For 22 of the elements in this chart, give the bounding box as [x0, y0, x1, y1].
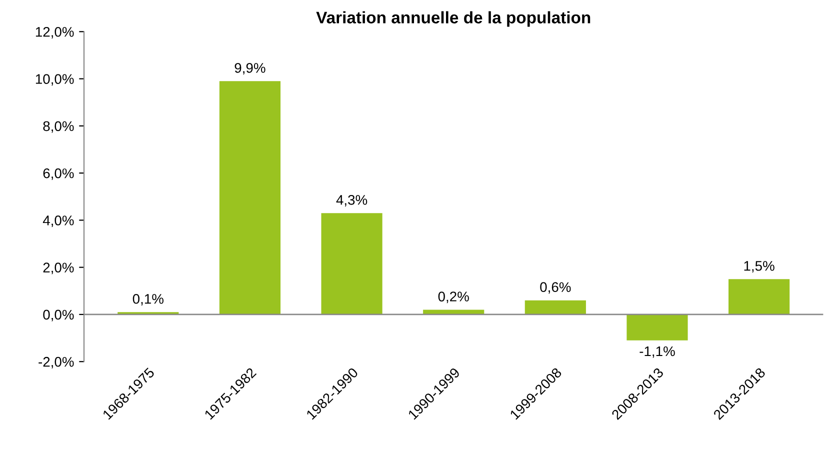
- bar: [626, 314, 688, 340]
- data-label: 0,1%: [132, 294, 164, 306]
- y-tick-label: 2,0%: [43, 262, 74, 274]
- y-tick-label: 4,0%: [42, 216, 74, 227]
- y-tick-label: 6,0%: [43, 168, 74, 180]
- y-tick-label: 10,0%: [36, 74, 74, 86]
- bar: [728, 279, 790, 314]
- data-label: 1,5%: [744, 261, 774, 272]
- chart-title: Variation annuelle de la population: [316, 11, 590, 27]
- data-label: -1,1%: [640, 346, 675, 358]
- data-label: 4,3%: [336, 194, 368, 206]
- bar: [219, 81, 281, 314]
- bar: [321, 213, 382, 314]
- bar: [423, 310, 484, 314]
- y-tick-label: -2,0%: [38, 356, 74, 368]
- bar: [524, 300, 586, 314]
- data-label: 0,6%: [540, 282, 571, 294]
- data-label: 0,2%: [438, 292, 469, 304]
- y-tick-label: 8,0%: [43, 121, 74, 133]
- y-tick-label: 12,0%: [36, 26, 74, 38]
- y-tick-label: 0,0%: [43, 310, 74, 322]
- data-label: 9,9%: [234, 63, 266, 74]
